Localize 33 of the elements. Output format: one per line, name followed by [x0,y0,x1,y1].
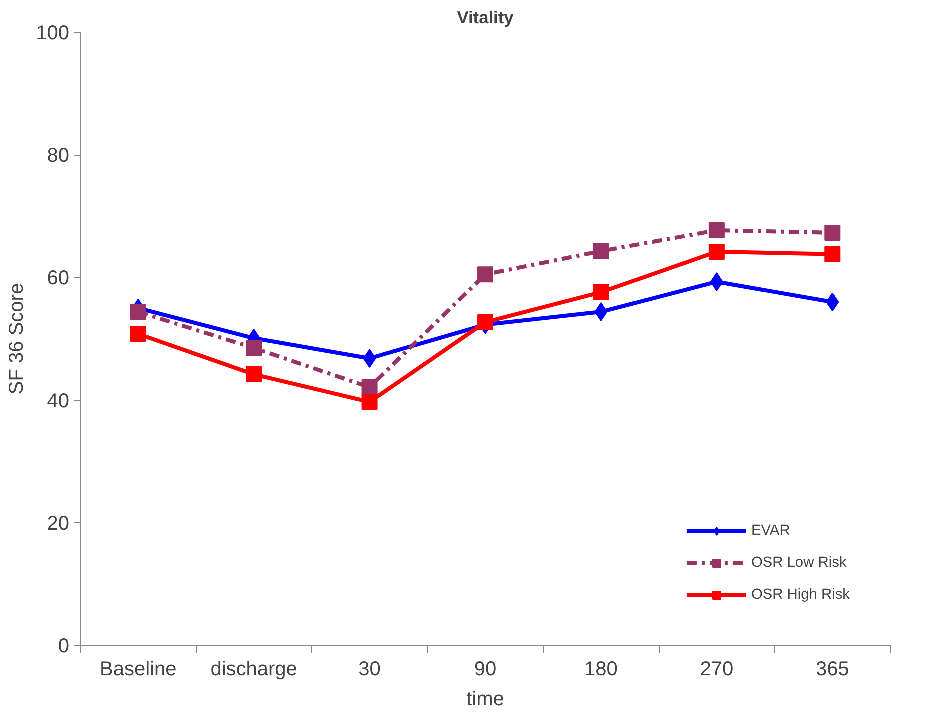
legend-label: EVAR [751,523,790,539]
point [708,222,725,238]
point [130,326,146,342]
point [246,366,262,383]
point [824,246,841,262]
x-tick-label: 270 [700,658,734,680]
x-axis-title: time [466,688,504,710]
point [362,379,378,396]
y-tick-label: 100 [36,22,70,44]
x-tick-label: 180 [584,658,618,680]
legend-label: OSR High Risk [751,587,850,603]
point [593,243,610,260]
x-tick-label: 30 [358,658,381,680]
x-tick-label: 365 [816,658,850,680]
y-tick-label: 0 [58,636,70,658]
point [593,284,610,300]
point [824,224,841,241]
y-tick-label: 40 [47,390,70,412]
y-tick-label: 60 [47,268,70,290]
y-tick-label: 80 [47,145,70,168]
y-axis-title: SF 36 Score [6,283,28,395]
point [708,244,725,260]
point [478,314,494,330]
x-tick-label: discharge [210,658,298,680]
chart-title: Vitality [457,8,514,28]
legend-label: OSR Low Risk [751,555,847,571]
point [362,394,378,410]
point [478,266,494,283]
point [130,304,146,320]
x-tick-label: 90 [474,658,497,680]
point [246,340,262,356]
y-tick-label: 20 [47,512,70,535]
x-tick-label: Baseline [100,658,177,680]
